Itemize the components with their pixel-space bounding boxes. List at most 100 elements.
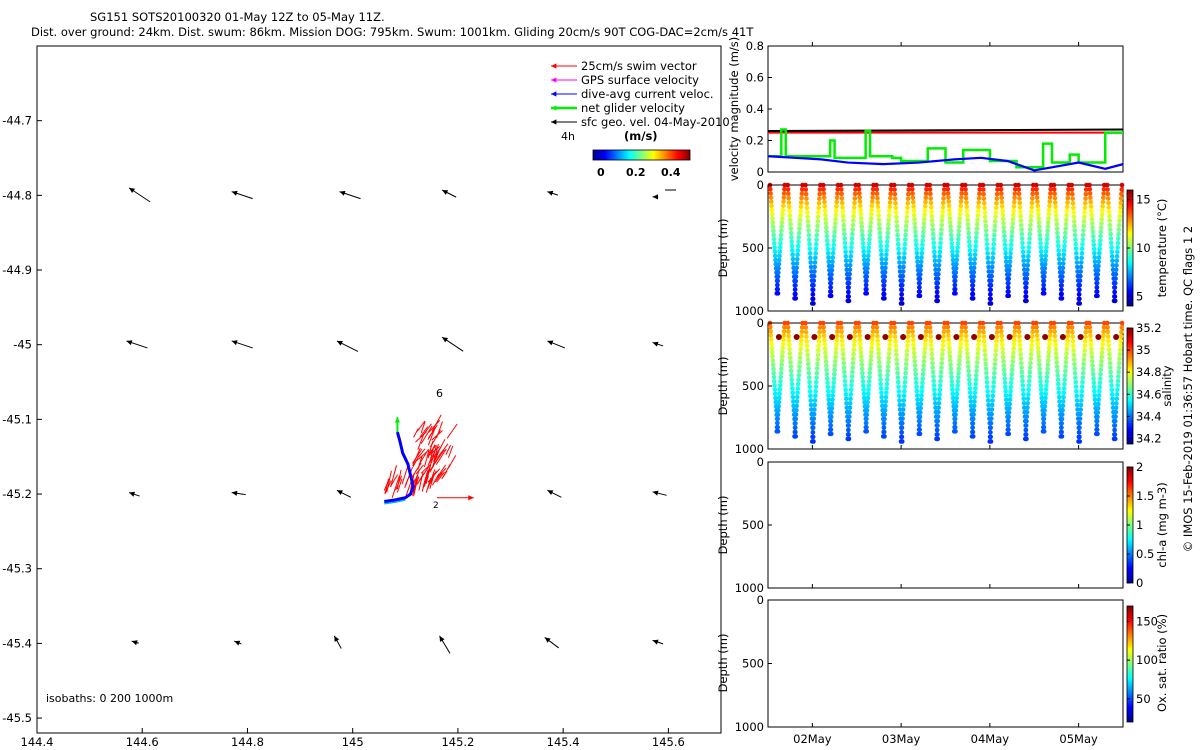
data-point (1054, 359, 1060, 365)
data-point (1111, 436, 1117, 442)
data-point (1025, 396, 1031, 402)
data-point (970, 425, 975, 430)
data-point (950, 253, 956, 259)
data-point (1043, 395, 1048, 401)
data-point (972, 390, 978, 396)
salinity-colorbar (1126, 327, 1134, 445)
data-point (1090, 233, 1096, 239)
data-point (1026, 383, 1032, 388)
data-point (989, 273, 994, 279)
data-point (824, 238, 830, 243)
data-point (924, 186, 929, 192)
data-point (1061, 252, 1067, 258)
data-point (807, 251, 813, 256)
data-point (806, 366, 811, 371)
data-point (946, 333, 951, 338)
data-point (790, 399, 796, 404)
data-point (842, 236, 847, 241)
data-point (830, 250, 836, 256)
data-point (1101, 329, 1106, 334)
data-point (817, 325, 823, 330)
data-point (999, 195, 1004, 201)
data-point (786, 342, 792, 348)
data-point (1089, 350, 1094, 356)
data-point (1034, 195, 1040, 200)
data-point (1059, 274, 1065, 279)
data-point (1018, 360, 1024, 366)
data-point (1112, 285, 1118, 290)
data-point (971, 274, 976, 279)
data-point (792, 425, 798, 430)
data-point (899, 296, 904, 302)
data-point (856, 320, 862, 326)
data-point (910, 337, 916, 343)
data-point (1037, 374, 1043, 380)
data-point (967, 252, 973, 258)
data-point (1029, 209, 1034, 215)
data-point (1088, 337, 1094, 343)
swim-vector (405, 480, 413, 496)
data-point (1081, 366, 1086, 371)
data-point (915, 259, 920, 265)
data-point (1089, 354, 1095, 360)
data-point (857, 191, 862, 196)
data-point (1011, 342, 1017, 347)
data-point (1001, 359, 1006, 364)
data-point (1088, 204, 1094, 209)
data-point (909, 182, 915, 188)
data-point (879, 399, 885, 404)
data-point (1042, 408, 1047, 413)
data-point (1109, 249, 1115, 255)
data-point (1060, 399, 1066, 404)
data-point (931, 236, 936, 241)
data-point (892, 325, 897, 330)
swim-vector (412, 447, 421, 467)
data-point (1118, 200, 1124, 206)
data-point (913, 367, 918, 373)
data-point (982, 352, 988, 358)
data-point-high (882, 334, 889, 340)
data-point (1029, 342, 1035, 348)
data-point (934, 289, 940, 295)
data-point (787, 346, 792, 352)
data-point (1101, 195, 1106, 201)
data-point (955, 236, 961, 242)
data-point (888, 325, 894, 330)
data-point (1097, 384, 1102, 390)
data-point (947, 349, 952, 355)
data-point (882, 416, 887, 422)
data-point (850, 231, 855, 237)
data-point (1118, 342, 1123, 348)
data-point (952, 286, 957, 292)
data-point (912, 363, 918, 368)
data-point (1047, 195, 1053, 200)
data-point (1059, 278, 1065, 284)
data-point (850, 369, 855, 375)
data-point (995, 187, 1000, 192)
geo-velocity-vector-head (231, 190, 238, 196)
data-point (814, 375, 819, 380)
data-point (950, 257, 956, 263)
data-point (1055, 235, 1060, 240)
data-point (816, 338, 822, 344)
data-point (1044, 374, 1050, 380)
data-point (771, 236, 777, 242)
data-point (1035, 341, 1041, 347)
data-point (958, 341, 964, 347)
data-point (982, 210, 988, 215)
data-point (917, 272, 923, 277)
data-point (937, 392, 942, 397)
data-point (803, 329, 809, 335)
salinity-section (767, 320, 1125, 444)
data-point (975, 351, 981, 356)
data-point (921, 359, 927, 364)
data-point (772, 249, 778, 254)
data-point (876, 346, 881, 352)
data-point (976, 333, 982, 339)
data-point (1030, 191, 1035, 197)
data-point (893, 210, 899, 215)
data-point (1105, 325, 1110, 330)
data-point (795, 243, 801, 249)
data-point (1037, 236, 1043, 242)
data-point (794, 394, 800, 400)
